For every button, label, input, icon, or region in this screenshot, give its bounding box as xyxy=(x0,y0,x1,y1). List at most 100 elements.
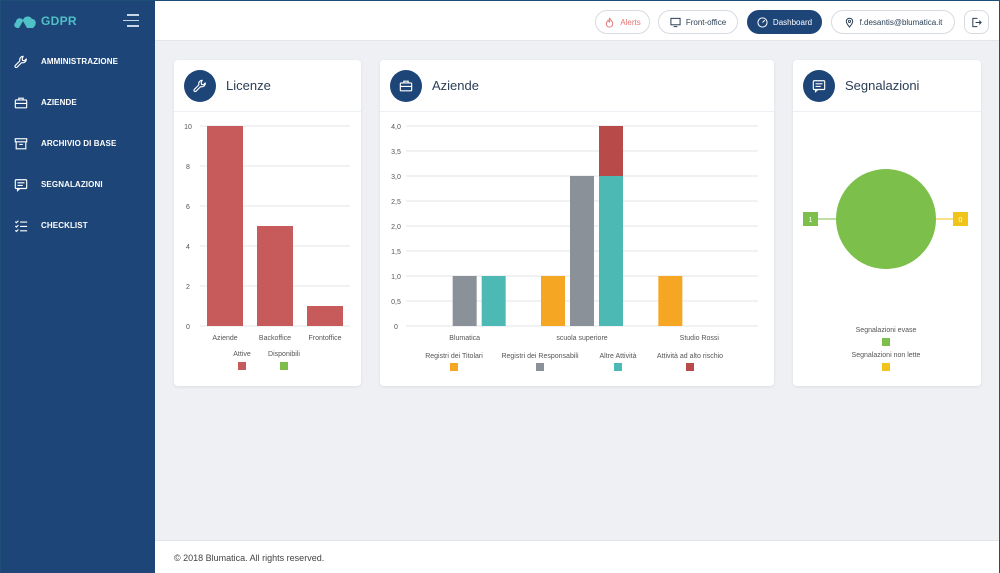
bar xyxy=(599,126,623,176)
card-icon-badge xyxy=(803,69,835,102)
licenze-chart: 0 2 4 6 8 10 Aziende Backoffice Frontoffice Attiv… xyxy=(184,124,350,370)
sidebar-item-label: AZIENDE xyxy=(41,98,77,107)
y-tick-label: 3,5 xyxy=(391,149,401,156)
legend-swatch xyxy=(238,362,246,370)
sidebar-item-segnalazioni[interactable]: SEGNALAZIONI xyxy=(1,164,155,205)
card-header: Licenze xyxy=(174,60,361,112)
card-title: Licenze xyxy=(226,78,271,93)
x-tick-label: Blumatica xyxy=(449,335,480,342)
briefcase-icon xyxy=(14,97,28,108)
monitor-icon xyxy=(670,17,681,27)
card-title: Segnalazioni xyxy=(845,78,920,93)
y-tick-label: 6 xyxy=(186,204,190,211)
bar xyxy=(307,306,343,326)
bar xyxy=(658,276,683,326)
front-office-label: Front-office xyxy=(685,17,727,27)
sidebar-item-label: AMMINISTRAZIONE xyxy=(41,57,119,66)
card-header: Segnalazioni xyxy=(793,60,981,112)
sidebar-item-archivio[interactable]: ARCHIVIO DI BASE xyxy=(1,123,155,164)
dashboard-label: Dashboard xyxy=(772,17,813,27)
flame-icon xyxy=(606,17,614,27)
segnalazioni-chart: 1 0 Segnalazioni evase Segnalazioni non let… xyxy=(803,169,968,371)
logout-button[interactable] xyxy=(964,10,989,34)
y-tick-label: 0,5 xyxy=(391,299,401,306)
card-icon-badge xyxy=(390,69,422,102)
y-tick-label: 0 xyxy=(186,324,190,331)
pie-value-label: 1 xyxy=(809,217,813,224)
dashboard-icon xyxy=(757,16,768,28)
bar xyxy=(541,276,565,326)
y-tick-label: 3,0 xyxy=(391,174,401,181)
y-tick-label: 2,0 xyxy=(391,224,401,231)
brand-name: GDPR xyxy=(41,14,77,28)
y-tick-label: 2 xyxy=(186,284,190,291)
licenze-card: Licenze 0 2 4 6 8 10 Aziende Backoffice Frontoff… xyxy=(174,60,361,386)
sidebar-item-label: CHECKLIST xyxy=(41,221,88,230)
pie-label-box xyxy=(953,212,968,226)
bar xyxy=(452,276,477,326)
card-header: Aziende xyxy=(380,60,774,112)
archive-icon xyxy=(14,137,28,149)
bar xyxy=(207,126,243,326)
x-tick-label: scuola superiore xyxy=(556,335,607,342)
menu-toggle-icon[interactable] xyxy=(123,14,139,28)
legend-label: Registri dei Responsabili xyxy=(501,353,578,360)
brand[interactable]: GDPR xyxy=(1,1,155,41)
y-tick-label: 0 xyxy=(394,324,398,331)
legend-swatch xyxy=(882,363,890,371)
wrench-icon xyxy=(193,79,206,92)
y-tick-label: 10 xyxy=(184,124,192,131)
sidebar-item-label: ARCHIVIO DI BASE xyxy=(41,139,117,148)
legend-swatch xyxy=(614,363,622,371)
bar xyxy=(481,276,506,326)
cloud-logo-icon xyxy=(14,16,36,28)
x-tick-label: Studio Rossi xyxy=(680,335,720,342)
sidebar-item-checklist[interactable]: CHECKLIST xyxy=(1,205,155,246)
legend-swatch xyxy=(450,363,458,371)
card-icon-badge xyxy=(184,69,216,102)
legend-label: Segnalazioni non lette xyxy=(852,352,921,359)
message-icon xyxy=(14,178,28,192)
sidebar-item-aziende[interactable]: AZIENDE xyxy=(1,82,155,123)
bar xyxy=(257,226,293,326)
pie-value-label: 0 xyxy=(959,217,963,224)
logout-icon xyxy=(972,17,982,27)
sidebar-item-label: SEGNALAZIONI xyxy=(41,180,103,189)
location-pin-icon xyxy=(845,17,853,28)
dashboard-button[interactable]: Dashboard xyxy=(747,10,822,34)
x-tick-label: Aziende xyxy=(212,335,237,342)
sidebar-item-amministrazione[interactable]: AMMINISTRAZIONE xyxy=(1,41,155,82)
legend-label: Attività ad alto rischio xyxy=(657,353,723,360)
legend-swatch xyxy=(280,362,288,370)
legend-label: Attive xyxy=(233,351,251,358)
y-tick-label: 1,0 xyxy=(391,274,401,281)
bar xyxy=(570,176,594,326)
legend-label: Registri dei Titolari xyxy=(425,353,483,360)
card-title: Aziende xyxy=(432,78,479,93)
sidebar: GDPR AMMINISTRAZIONE AZIENDE ARCHIVIO DI… xyxy=(1,1,155,573)
alerts-button[interactable]: Alerts xyxy=(595,10,650,34)
y-tick-label: 2,5 xyxy=(391,199,401,206)
aziende-chart: 0 0,5 1,0 1,5 2,0 2,5 3,0 3,5 4,0 Blumatica scuola… xyxy=(391,124,758,371)
y-tick-label: 4 xyxy=(186,244,190,251)
pie-label-box xyxy=(803,212,818,226)
alerts-label: Alerts xyxy=(620,17,641,27)
legend-label: Disponibili xyxy=(268,351,300,358)
sidebar-nav: AMMINISTRAZIONE AZIENDE ARCHIVIO DI BASE… xyxy=(1,41,155,246)
briefcase-icon xyxy=(399,80,413,91)
front-office-button[interactable]: Front-office xyxy=(658,10,738,34)
legend-swatch xyxy=(536,363,544,371)
user-email: f.desantis@blumatica.it xyxy=(859,17,943,27)
legend-label: Segnalazioni evase xyxy=(856,327,917,334)
message-icon xyxy=(812,79,826,93)
bar xyxy=(599,176,623,326)
x-tick-label: Backoffice xyxy=(259,335,291,342)
y-tick-label: 8 xyxy=(186,164,190,171)
aziende-card: Aziende 0 0,5 1,0 1,5 2,0 2,5 3,0 3,5 4,0 Blumati… xyxy=(380,60,774,386)
user-button[interactable]: f.desantis@blumatica.it xyxy=(831,10,955,34)
segnalazioni-card: Segnalazioni 1 0 Segnalazioni evase Segnala… xyxy=(793,60,981,386)
copyright-text: © 2018 Blumatica. All rights reserved. xyxy=(174,552,325,563)
y-tick-label: 1,5 xyxy=(391,249,401,256)
x-tick-label: Frontoffice xyxy=(309,335,342,342)
y-tick-label: 4,0 xyxy=(391,124,401,131)
